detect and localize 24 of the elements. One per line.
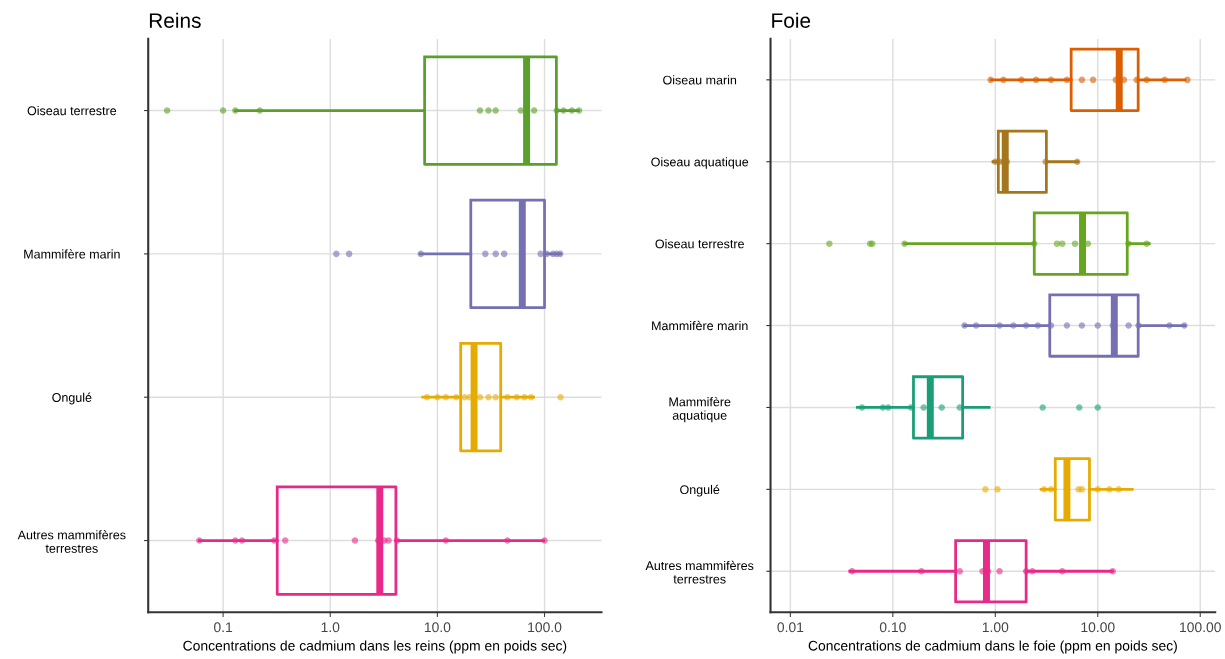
x-tick-label: 1.0 (321, 622, 340, 633)
chart-title: Reins (149, 12, 201, 28)
x-tick-label: 100.00 (1180, 622, 1221, 633)
x-tick-label: 10.0 (424, 622, 451, 633)
x-tick-label: 0.01 (777, 622, 804, 633)
y-tick-label: Oiseau aquatique (651, 157, 749, 169)
y-tick-label: Oiseau terrestre (27, 106, 117, 116)
x-axis-title: Concentrations de cadmium dans le foie (ppm en poids sec) (808, 640, 1177, 654)
y-tick-label: Oiseau marin (663, 75, 737, 85)
y-tick-label: Mammifère aquatique (669, 396, 731, 423)
y-tick-label: Mammifère marin (652, 320, 748, 331)
x-tick-label: 0.10 (879, 622, 906, 633)
y-tick-label: Oiseau terrestre (655, 239, 744, 249)
x-tick-label: 1.00 (982, 622, 1009, 633)
y-tick-label: Mammifère marin (24, 249, 120, 259)
y-tick-label: Autres mammifères terrestres (17, 530, 126, 553)
x-axis-title: Concentrations de cadmium dans les reins (ppm en poids sec) (183, 640, 567, 654)
chart-title: Foie (772, 12, 811, 28)
y-tick-label: Autres mammifères terrestres (645, 560, 754, 584)
x-tick-label: 0.1 (214, 622, 233, 633)
y-tick-label: Ongulé (52, 392, 92, 405)
y-tick-label: Ongulé (680, 484, 720, 497)
x-tick-label: 10.00 (1081, 622, 1115, 633)
x-tick-label: 100.0 (528, 622, 562, 633)
